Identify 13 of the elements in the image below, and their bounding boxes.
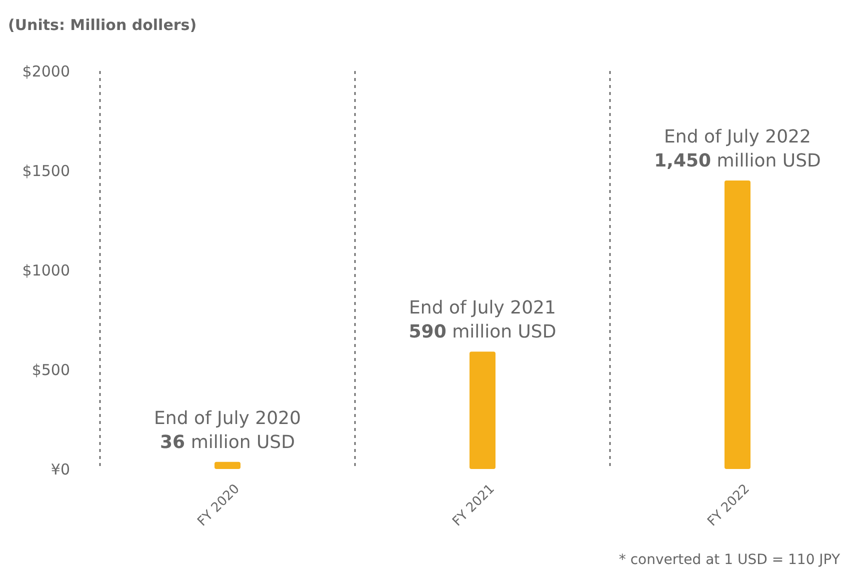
data-label: End of July 2021 590 million USD [408, 298, 556, 343]
bar [214, 462, 240, 469]
y-tick-label: $2000 [22, 62, 70, 80]
y-tick-label: $500 [32, 360, 70, 379]
bar [724, 180, 750, 469]
bar [470, 352, 496, 469]
y-tick-label: $1500 [22, 162, 70, 180]
y-tick-label: $1000 [22, 261, 70, 280]
data-label: End of July 2022 1,450 million USD [654, 126, 821, 172]
text: * converted at 1 USD = 110 JPY [618, 552, 840, 568]
data-label: End of July 2020 36 million USD [154, 408, 301, 453]
y-tick-label: ¥0 [50, 460, 70, 478]
y-axis-title: (Units: Million dollers) [8, 16, 197, 34]
